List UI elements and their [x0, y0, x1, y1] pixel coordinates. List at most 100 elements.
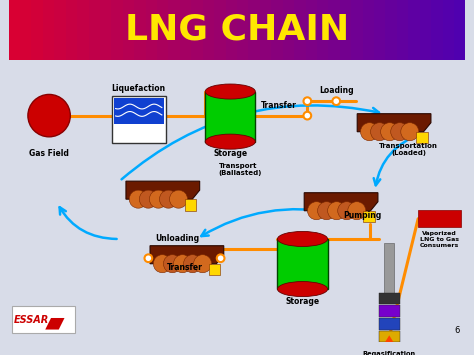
FancyBboxPatch shape	[185, 199, 196, 211]
Polygon shape	[382, 335, 397, 348]
FancyBboxPatch shape	[317, 0, 329, 60]
FancyBboxPatch shape	[205, 92, 255, 142]
Text: LNG CHAIN: LNG CHAIN	[125, 13, 349, 47]
FancyBboxPatch shape	[351, 0, 364, 60]
FancyBboxPatch shape	[379, 318, 400, 329]
Text: Liquefaction: Liquefaction	[112, 83, 166, 93]
FancyBboxPatch shape	[191, 0, 204, 60]
FancyBboxPatch shape	[111, 0, 124, 60]
Text: Vaporized
LNG to Gas
Consumers: Vaporized LNG to Gas Consumers	[419, 231, 459, 248]
Text: Unloading: Unloading	[155, 234, 200, 243]
FancyBboxPatch shape	[384, 243, 394, 293]
FancyBboxPatch shape	[203, 0, 215, 60]
FancyArrowPatch shape	[121, 105, 379, 179]
Circle shape	[193, 255, 211, 273]
FancyBboxPatch shape	[379, 331, 400, 342]
FancyBboxPatch shape	[226, 0, 238, 60]
Circle shape	[381, 123, 399, 141]
FancyBboxPatch shape	[9, 0, 21, 60]
Ellipse shape	[277, 231, 328, 246]
Text: Pumping: Pumping	[343, 211, 382, 220]
FancyBboxPatch shape	[77, 0, 90, 60]
FancyBboxPatch shape	[328, 0, 341, 60]
FancyBboxPatch shape	[363, 0, 375, 60]
FancyBboxPatch shape	[157, 0, 169, 60]
FancyBboxPatch shape	[379, 293, 400, 305]
FancyBboxPatch shape	[340, 0, 352, 60]
FancyBboxPatch shape	[123, 0, 135, 60]
FancyBboxPatch shape	[168, 0, 181, 60]
Circle shape	[361, 123, 379, 141]
Circle shape	[371, 123, 389, 141]
Text: Storage: Storage	[285, 297, 319, 306]
FancyBboxPatch shape	[237, 0, 249, 60]
Ellipse shape	[205, 84, 255, 99]
FancyBboxPatch shape	[271, 0, 283, 60]
Text: Regasification: Regasification	[363, 351, 416, 355]
FancyBboxPatch shape	[248, 0, 261, 60]
Polygon shape	[126, 181, 200, 199]
Circle shape	[149, 190, 167, 208]
Circle shape	[332, 97, 340, 105]
Circle shape	[159, 190, 177, 208]
Circle shape	[139, 190, 157, 208]
Ellipse shape	[205, 134, 255, 149]
FancyBboxPatch shape	[209, 264, 220, 275]
Text: ESSAR: ESSAR	[14, 315, 49, 325]
Text: Loading: Loading	[319, 86, 354, 95]
Polygon shape	[357, 114, 431, 132]
Circle shape	[217, 255, 225, 262]
FancyBboxPatch shape	[89, 0, 101, 60]
Text: Gas Field: Gas Field	[29, 149, 69, 158]
FancyBboxPatch shape	[419, 0, 432, 60]
Circle shape	[348, 202, 366, 220]
FancyBboxPatch shape	[454, 0, 466, 60]
Circle shape	[183, 255, 201, 273]
Circle shape	[173, 255, 191, 273]
FancyBboxPatch shape	[55, 0, 67, 60]
Text: 6: 6	[454, 326, 460, 335]
Circle shape	[401, 123, 419, 141]
Polygon shape	[150, 246, 224, 264]
FancyBboxPatch shape	[306, 0, 318, 60]
Ellipse shape	[277, 282, 328, 296]
Circle shape	[308, 202, 326, 220]
Circle shape	[28, 94, 70, 137]
FancyBboxPatch shape	[12, 306, 75, 333]
Text: Transport
(Ballasted): Transport (Ballasted)	[219, 163, 262, 176]
FancyBboxPatch shape	[379, 305, 400, 317]
Circle shape	[129, 190, 147, 208]
Circle shape	[303, 97, 311, 105]
FancyBboxPatch shape	[114, 98, 164, 124]
Circle shape	[170, 190, 188, 208]
FancyBboxPatch shape	[214, 0, 227, 60]
Circle shape	[318, 202, 336, 220]
FancyBboxPatch shape	[66, 0, 78, 60]
FancyBboxPatch shape	[277, 239, 328, 289]
FancyBboxPatch shape	[431, 0, 444, 60]
Circle shape	[337, 202, 356, 220]
FancyBboxPatch shape	[294, 0, 307, 60]
Text: Storage: Storage	[213, 149, 247, 158]
Circle shape	[328, 202, 346, 220]
FancyBboxPatch shape	[408, 0, 420, 60]
Circle shape	[145, 255, 152, 262]
FancyBboxPatch shape	[180, 0, 192, 60]
FancyBboxPatch shape	[100, 0, 112, 60]
FancyBboxPatch shape	[260, 0, 272, 60]
FancyBboxPatch shape	[443, 0, 455, 60]
Text: Transfer: Transfer	[167, 263, 203, 272]
FancyBboxPatch shape	[418, 210, 461, 228]
FancyBboxPatch shape	[112, 96, 166, 143]
FancyBboxPatch shape	[20, 0, 32, 60]
FancyBboxPatch shape	[283, 0, 295, 60]
FancyArrowPatch shape	[374, 134, 420, 185]
FancyBboxPatch shape	[146, 0, 158, 60]
Circle shape	[153, 255, 171, 273]
Circle shape	[164, 255, 182, 273]
FancyBboxPatch shape	[374, 0, 386, 60]
FancyBboxPatch shape	[31, 0, 44, 60]
FancyBboxPatch shape	[385, 0, 398, 60]
Circle shape	[391, 123, 409, 141]
Circle shape	[303, 112, 311, 120]
